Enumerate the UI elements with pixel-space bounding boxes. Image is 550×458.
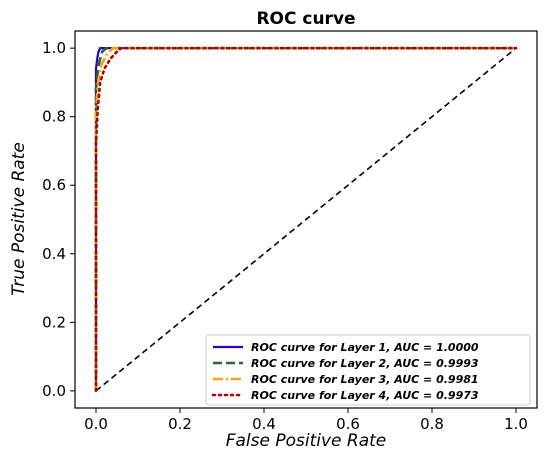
y-tick-label: 0.6 bbox=[42, 176, 66, 194]
y-axis: 0.0 0.2 0.4 0.6 0.8 1.0 bbox=[42, 39, 75, 400]
y-tick-label: 0.8 bbox=[42, 108, 66, 126]
x-tick-label: 0.6 bbox=[336, 415, 360, 433]
y-tick-label: 0.4 bbox=[42, 245, 66, 263]
legend-label-layer-2: ROC curve for Layer 2, AUC = 0.9993 bbox=[251, 357, 479, 370]
series-reference-diagonal bbox=[95, 47, 517, 392]
legend: ROC curve for Layer 1, AUC = 1.0000 ROC c… bbox=[205, 334, 531, 406]
y-tick-label: 0.2 bbox=[42, 313, 66, 331]
chart-title: ROC curve bbox=[256, 9, 355, 29]
x-tick-label: 1.0 bbox=[504, 415, 528, 433]
x-tick-label: 0.2 bbox=[168, 415, 192, 433]
legend-box bbox=[205, 334, 531, 406]
series-line-layer-4 bbox=[94, 46, 518, 393]
y-axis-label: True Positive Rate bbox=[9, 142, 29, 296]
series-line-layer-2 bbox=[94, 46, 516, 391]
x-axis: 0.0 0.2 0.4 0.6 0.8 1.0 bbox=[84, 408, 528, 433]
legend-label-layer-3: ROC curve for Layer 3, AUC = 0.9981 bbox=[251, 373, 479, 386]
x-axis-label: False Positive Rate bbox=[226, 431, 387, 451]
x-tick-label: 0.8 bbox=[420, 415, 444, 433]
legend-label-layer-4: ROC curve for Layer 4, AUC = 0.9973 bbox=[251, 389, 479, 402]
x-tick-label: 0.0 bbox=[84, 415, 108, 433]
legend-label-layer-1: ROC curve for Layer 1, AUC = 1.0000 bbox=[251, 341, 479, 354]
y-tick-label: 1.0 bbox=[42, 39, 66, 57]
plot-frame bbox=[74, 30, 538, 409]
series-line-layer-3 bbox=[94, 46, 516, 391]
y-tick-label: 0.0 bbox=[42, 382, 66, 400]
x-tick-label: 0.4 bbox=[252, 415, 276, 433]
plot-area bbox=[94, 46, 518, 393]
